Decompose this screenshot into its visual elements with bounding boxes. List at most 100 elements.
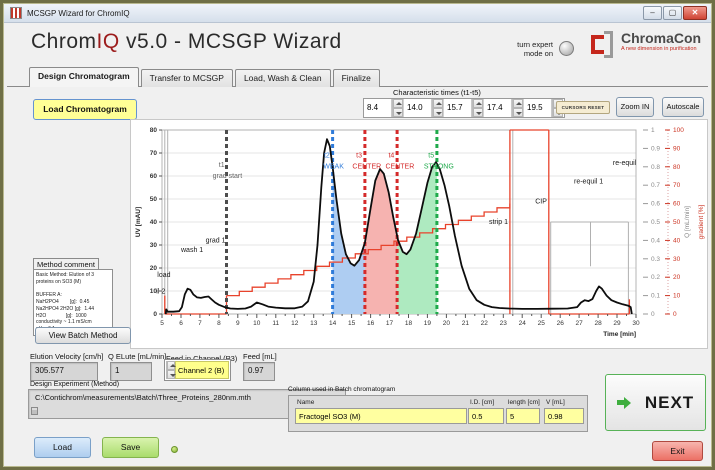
svg-text:0: 0 xyxy=(153,311,157,318)
brand-iq: IQ xyxy=(96,30,120,53)
expert-mode-toggle[interactable] xyxy=(559,41,574,56)
col-header-id: I.D. [cm] xyxy=(470,399,495,406)
svg-text:10: 10 xyxy=(150,288,158,295)
app-icon xyxy=(10,7,22,19)
elution-velocity-field[interactable]: 305.577 xyxy=(30,362,98,381)
feed-channel-select[interactable]: Channel 2 (B) xyxy=(164,359,231,381)
uv-curve xyxy=(164,138,633,315)
svg-text:1: 1 xyxy=(651,127,655,134)
window-title: MCSGP Wizard for ChromIQ xyxy=(27,8,130,18)
cell-column-name[interactable]: Fractogel SO3 (M) xyxy=(295,408,467,424)
t1-spinner[interactable] xyxy=(392,99,403,117)
svg-text:grad start: grad start xyxy=(213,173,243,180)
svg-text:16: 16 xyxy=(367,320,375,327)
tab-finalize[interactable]: Finalize xyxy=(332,69,380,87)
autoscale-button[interactable]: Autoscale xyxy=(662,97,704,117)
svg-text:20: 20 xyxy=(443,320,451,327)
close-button[interactable]: ✕ xyxy=(683,6,707,20)
t2-spinner[interactable] xyxy=(432,99,443,117)
region-fills xyxy=(332,162,437,314)
svg-text:il 2: il 2 xyxy=(156,288,165,295)
svg-text:40: 40 xyxy=(673,237,681,244)
svg-text:19: 19 xyxy=(424,320,432,327)
svg-text:0.6: 0.6 xyxy=(651,201,660,208)
cell-column-length[interactable]: 5 xyxy=(506,408,540,424)
exit-button[interactable]: Exit xyxy=(652,441,703,461)
svg-text:20: 20 xyxy=(150,265,158,272)
t4-spinner[interactable] xyxy=(512,99,523,117)
svg-text:7: 7 xyxy=(198,320,202,327)
svg-text:22: 22 xyxy=(481,320,489,327)
svg-text:5: 5 xyxy=(160,320,164,327)
chromacon-logo-icon xyxy=(591,31,617,59)
feed-channel-value[interactable]: Channel 2 (B) xyxy=(175,361,229,379)
feed-channel-label: Feed in Channel (P3) xyxy=(166,354,237,363)
svg-text:0.2: 0.2 xyxy=(651,274,660,281)
svg-text:50: 50 xyxy=(150,196,158,203)
load-chromatogram-button[interactable]: Load Chromatogram xyxy=(33,99,137,120)
svg-text:UV [mAU]: UV [mAU] xyxy=(135,207,142,237)
save-button[interactable]: Save xyxy=(102,437,159,458)
svg-text:STRONG: STRONG xyxy=(424,164,454,171)
svg-text:13: 13 xyxy=(310,320,318,327)
view-batch-method-button[interactable]: View Batch Method xyxy=(35,327,131,344)
col-header-volume: V [mL] xyxy=(546,399,565,406)
characteristic-times-label: Characteristic times (t1-t5) xyxy=(393,88,481,97)
page-title: ChromIQ v5.0 - MCSGP Wizard xyxy=(31,30,342,54)
flow-rate-line xyxy=(164,129,629,314)
svg-text:0: 0 xyxy=(673,311,677,318)
svg-text:100: 100 xyxy=(673,127,684,134)
cell-column-volume[interactable]: 0.98 xyxy=(544,408,584,424)
svg-text:8: 8 xyxy=(217,320,221,327)
svg-text:0.8: 0.8 xyxy=(651,164,660,171)
logo-tagline: A new dimension in purification xyxy=(621,46,697,52)
svg-text:0.7: 0.7 xyxy=(651,182,660,189)
characteristic-times-group: 8.4 14.0 15.7 17.4 19.5 xyxy=(363,98,565,118)
svg-text:20: 20 xyxy=(673,274,681,281)
logo-text: ChromaCon xyxy=(621,30,702,46)
t2-input[interactable]: 14.0 xyxy=(404,99,432,117)
feed-label: Feed [mL] xyxy=(243,352,277,361)
svg-text:40: 40 xyxy=(150,219,158,226)
load-button[interactable]: Load xyxy=(34,437,91,458)
svg-text:t1: t1 xyxy=(219,162,225,169)
svg-text:t3: t3 xyxy=(356,153,362,160)
svg-text:18: 18 xyxy=(405,320,413,327)
tab-design-chromatogram[interactable]: Design Chromatogram xyxy=(29,67,139,87)
chromatogram-chart[interactable]: 0 10 20 30 40 50 60 70 80 5 6 7 8 9 10 11 12 13 14 15 16 17 18… xyxy=(130,119,708,349)
minimize-button[interactable]: – xyxy=(643,6,662,20)
next-button-label: NEXT xyxy=(644,392,695,412)
svg-text:load: load xyxy=(157,272,170,279)
svg-text:90: 90 xyxy=(673,145,681,152)
grid-icon xyxy=(31,407,38,415)
svg-text:0.3: 0.3 xyxy=(651,256,660,263)
zoom-in-button[interactable]: Zoom IN xyxy=(616,97,654,117)
maximize-button[interactable]: ▢ xyxy=(663,6,682,20)
feed-channel-spinner[interactable] xyxy=(166,361,176,379)
t4-input[interactable]: 17.4 xyxy=(484,99,512,117)
expert-mode-label: turn expert mode on xyxy=(517,40,553,59)
t3-input[interactable]: 15.7 xyxy=(444,99,472,117)
title-bar[interactable]: MCSGP Wizard for ChromIQ – ▢ ✕ xyxy=(4,4,711,23)
t5-input[interactable]: 19.5 xyxy=(524,99,552,117)
svg-text:CENTER: CENTER xyxy=(352,164,381,171)
cell-column-id[interactable]: 0.5 xyxy=(468,408,504,424)
t1-input[interactable]: 8.4 xyxy=(364,99,392,117)
cursors-reset-button[interactable]: CURSORS RESET xyxy=(556,101,610,114)
tab-transfer-to-mcsgp[interactable]: Transfer to MCSGP xyxy=(140,69,233,87)
col-header-length: length [cm] xyxy=(508,399,540,406)
svg-text:WEAK: WEAK xyxy=(323,164,344,171)
next-button[interactable]: NEXT xyxy=(605,374,706,431)
chart-annotations: t1 grad start t2 WEAK t3 CENTER t4 CENTER t5 STRO… xyxy=(156,153,636,296)
svg-text:60: 60 xyxy=(673,201,681,208)
feed-field[interactable]: 0.97 xyxy=(243,362,275,381)
brand-rest: v5.0 - MCSGP Wizard xyxy=(119,30,342,53)
t3-spinner[interactable] xyxy=(472,99,483,117)
tab-load-wash-clean[interactable]: Load, Wash & Clean xyxy=(234,69,331,87)
svg-text:10: 10 xyxy=(673,293,681,300)
arrow-right-icon xyxy=(616,396,637,409)
q-elute-field[interactable]: 1 xyxy=(110,362,152,381)
method-comment-box[interactable]: Basic Method: Elution of 3 proteins on S… xyxy=(33,269,113,336)
svg-text:14: 14 xyxy=(329,320,337,327)
